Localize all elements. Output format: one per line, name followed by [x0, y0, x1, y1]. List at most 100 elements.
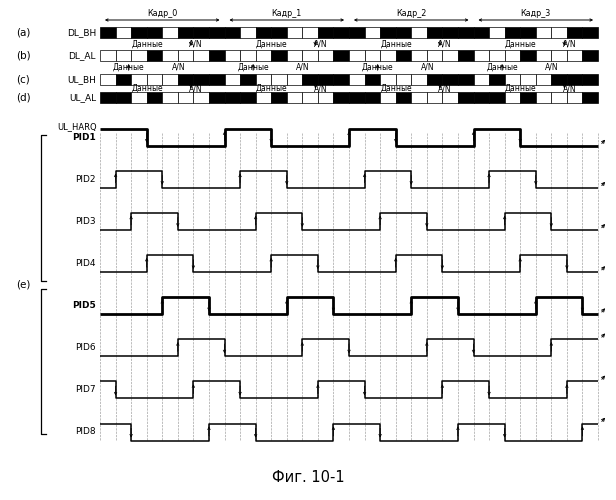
Text: A/N: A/N	[189, 84, 203, 93]
Bar	[240, 92, 256, 103]
Text: Кадр_3: Кадр_3	[521, 8, 551, 18]
Bar	[427, 27, 442, 38]
Bar	[209, 27, 224, 38]
Bar	[318, 50, 333, 61]
Text: PID2: PID2	[76, 174, 96, 184]
Bar	[380, 92, 395, 103]
Bar	[536, 50, 551, 61]
Bar	[427, 50, 442, 61]
Bar	[551, 50, 567, 61]
Text: Данные: Данные	[131, 40, 163, 48]
Bar	[131, 92, 147, 103]
Bar	[318, 92, 333, 103]
Bar	[349, 74, 365, 85]
Bar	[474, 27, 489, 38]
Text: Данные: Данные	[256, 84, 288, 93]
Bar	[209, 74, 224, 85]
Bar	[116, 74, 131, 85]
Text: A/N: A/N	[545, 63, 559, 72]
Text: Данные: Данные	[362, 63, 394, 72]
Bar	[505, 27, 520, 38]
Text: A/N: A/N	[314, 84, 327, 93]
Text: (e): (e)	[16, 280, 30, 289]
Bar	[551, 27, 567, 38]
Text: (c): (c)	[16, 74, 30, 85]
Bar	[131, 27, 147, 38]
Bar	[458, 50, 474, 61]
Bar	[427, 92, 442, 103]
Bar	[287, 50, 302, 61]
Bar	[178, 27, 193, 38]
Bar	[411, 92, 427, 103]
Text: DL_BH: DL_BH	[67, 28, 96, 37]
Text: Фиг. 10-1: Фиг. 10-1	[272, 470, 344, 486]
Bar	[349, 27, 365, 38]
Text: (d): (d)	[15, 92, 30, 102]
Text: A/N: A/N	[314, 40, 327, 48]
Bar	[411, 50, 427, 61]
Bar	[442, 50, 458, 61]
Bar	[395, 50, 411, 61]
Bar	[442, 92, 458, 103]
Bar	[567, 74, 583, 85]
Text: Кадр_2: Кадр_2	[396, 8, 426, 18]
Bar	[583, 50, 598, 61]
Bar	[427, 74, 442, 85]
Bar	[520, 27, 536, 38]
Bar	[380, 50, 395, 61]
Text: A/N: A/N	[438, 84, 452, 93]
Bar	[178, 74, 193, 85]
Bar	[193, 92, 209, 103]
Bar	[411, 74, 427, 85]
Bar	[271, 74, 287, 85]
Text: Данные: Данные	[256, 40, 288, 48]
Text: Данные: Данные	[113, 63, 144, 72]
Bar	[395, 27, 411, 38]
Text: Данные: Данные	[381, 84, 412, 93]
Bar	[224, 27, 240, 38]
Bar	[583, 27, 598, 38]
Text: Кадр_0: Кадр_0	[147, 8, 177, 18]
Bar	[100, 27, 116, 38]
Bar	[318, 74, 333, 85]
Bar	[178, 92, 193, 103]
Text: (a): (a)	[16, 28, 30, 38]
Text: A/N: A/N	[421, 63, 434, 72]
Bar	[224, 50, 240, 61]
Bar	[536, 74, 551, 85]
Bar	[333, 27, 349, 38]
Bar	[131, 74, 147, 85]
Bar	[333, 50, 349, 61]
Bar	[147, 50, 162, 61]
Bar	[287, 74, 302, 85]
Text: PID3: PID3	[75, 217, 96, 226]
Bar	[271, 92, 287, 103]
Bar	[256, 50, 271, 61]
Bar	[162, 50, 178, 61]
Text: (b): (b)	[15, 50, 30, 60]
Text: Данные: Данные	[131, 84, 163, 93]
Text: A/N: A/N	[172, 63, 185, 72]
Text: Данные: Данные	[486, 63, 518, 72]
Bar	[411, 27, 427, 38]
Text: PID7: PID7	[75, 386, 96, 394]
Bar	[256, 92, 271, 103]
Bar	[193, 74, 209, 85]
Bar	[116, 92, 131, 103]
Bar	[520, 50, 536, 61]
Text: UL_HARQ: UL_HARQ	[57, 122, 97, 132]
Bar	[551, 74, 567, 85]
Bar	[489, 27, 505, 38]
Bar	[474, 74, 489, 85]
Bar	[520, 74, 536, 85]
Bar	[583, 92, 598, 103]
Bar	[333, 74, 349, 85]
Bar	[536, 92, 551, 103]
Bar	[489, 74, 505, 85]
Bar	[147, 92, 162, 103]
Bar	[240, 50, 256, 61]
Bar	[131, 50, 147, 61]
Text: A/N: A/N	[296, 63, 310, 72]
Bar	[505, 92, 520, 103]
Text: A/N: A/N	[562, 40, 576, 48]
